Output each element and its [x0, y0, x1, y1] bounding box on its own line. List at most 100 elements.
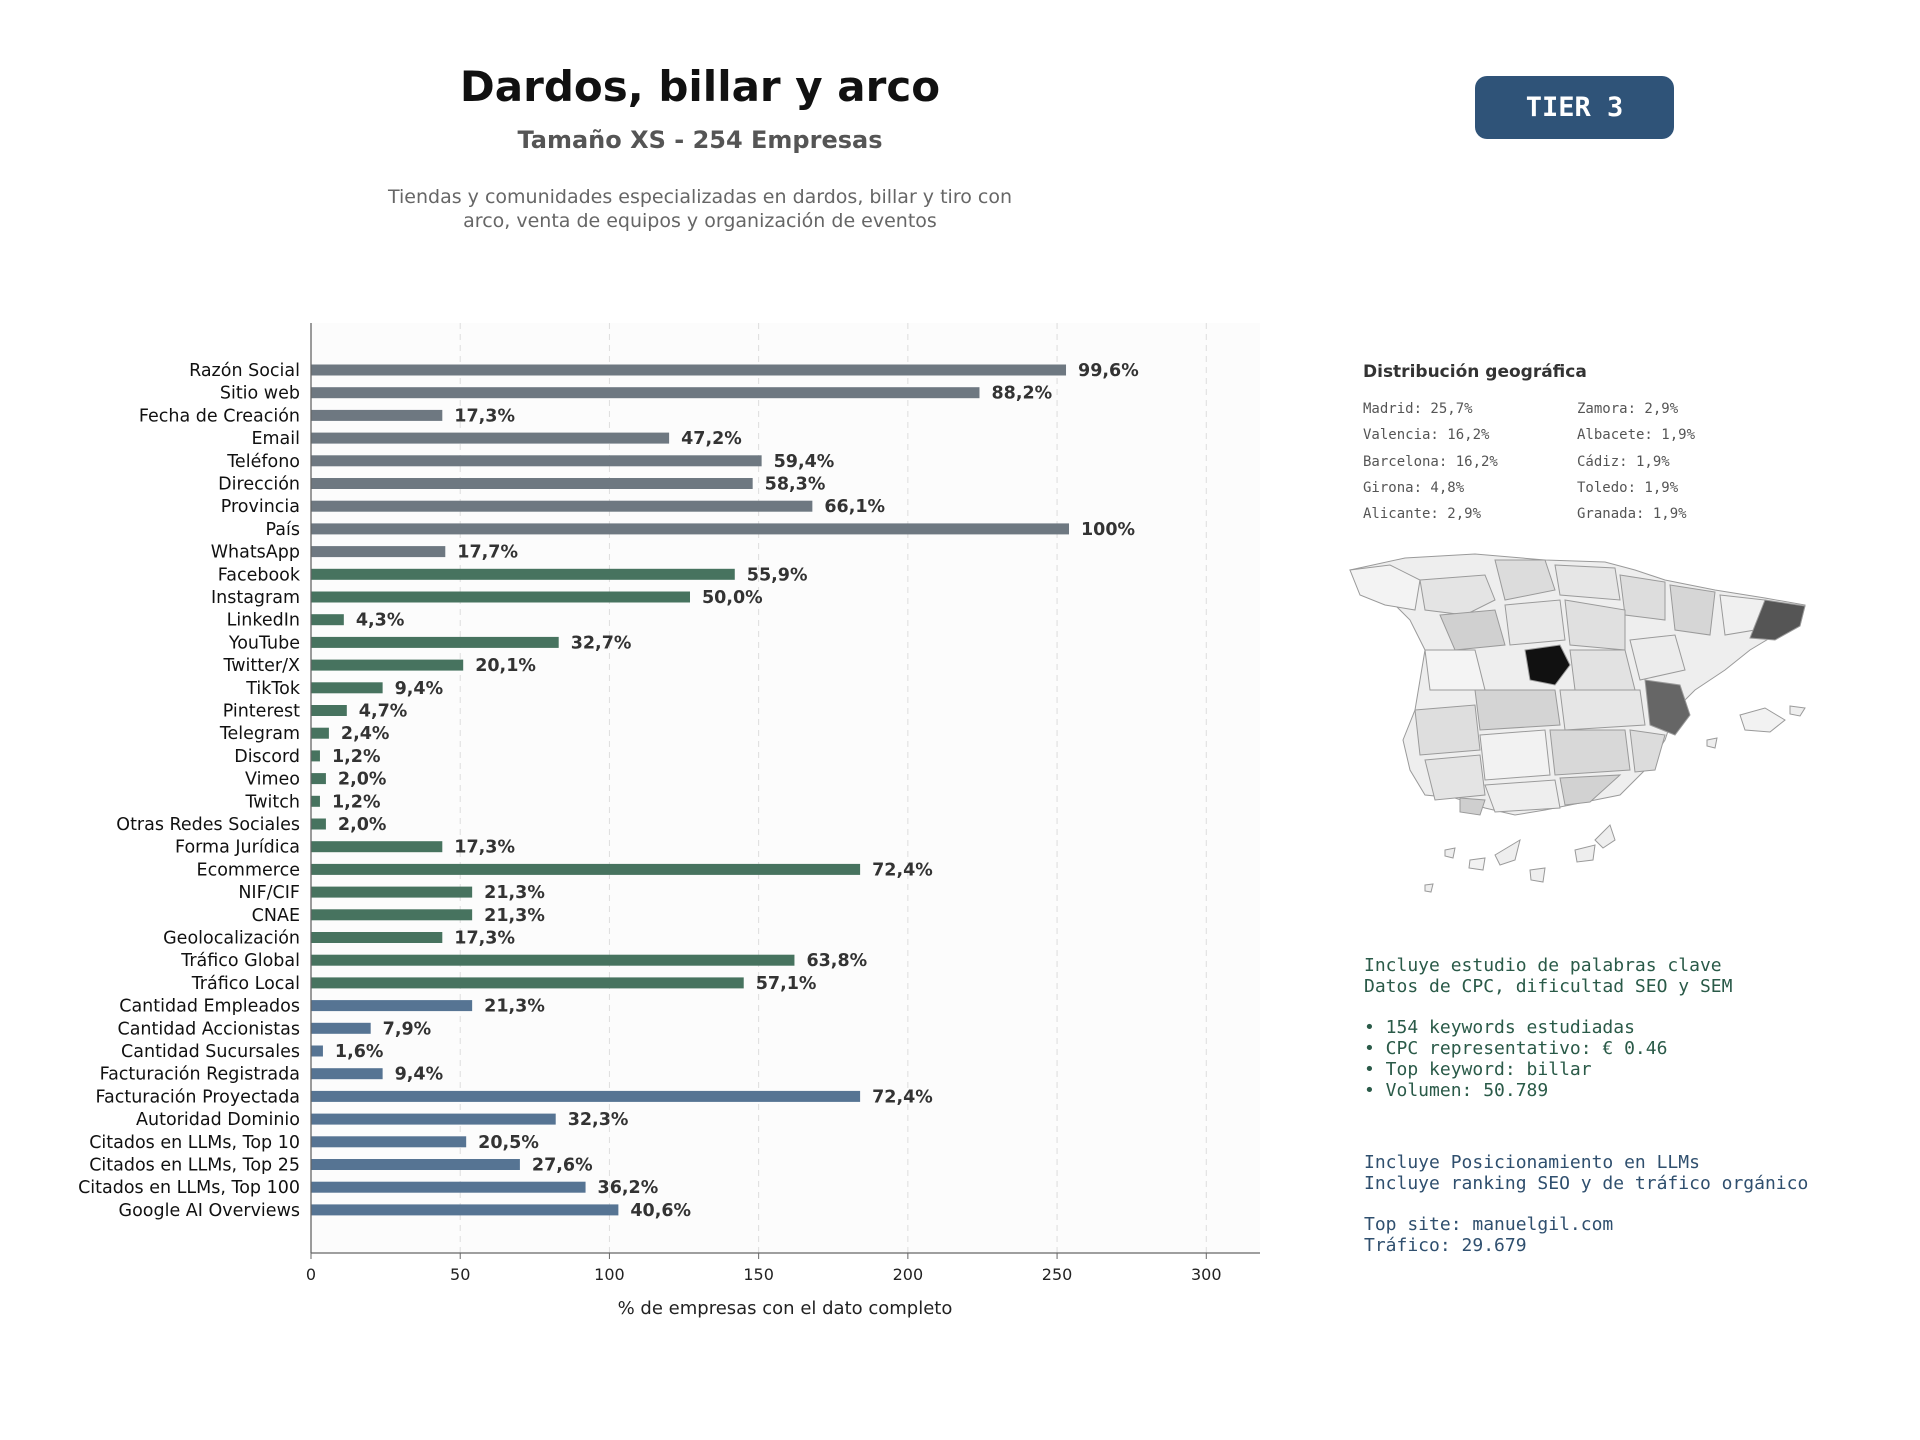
description-line-1: Tiendas y comunidades especializadas en …	[387, 186, 1012, 208]
category-label: Cantidad Empleados	[119, 997, 300, 1017]
bar	[311, 636, 559, 648]
category-label: Facturación Registrada	[100, 1065, 300, 1085]
bar	[311, 1181, 586, 1193]
value-label: 55,9%	[747, 565, 808, 585]
value-label: 99,6%	[1078, 361, 1139, 381]
value-label: 2,0%	[338, 815, 387, 835]
value-label: 27,6%	[532, 1156, 593, 1176]
bar	[311, 886, 473, 898]
value-label: 58,3%	[765, 475, 826, 495]
bar	[311, 409, 443, 421]
category-label: Citados en LLMs, Top 10	[89, 1133, 300, 1153]
description-line-2: arco, venta de equipos y organización de…	[463, 210, 937, 232]
category-label: Facturación Proyectada	[96, 1087, 300, 1107]
bar	[311, 478, 753, 489]
category-label: TikTok	[245, 679, 301, 699]
category-label: Otras Redes Sociales	[116, 815, 300, 835]
category-label: LinkedIn	[227, 611, 300, 631]
category-label: Citados en LLMs, Top 100	[78, 1178, 300, 1198]
value-label: 32,7%	[571, 633, 632, 653]
x-tick-label: 200	[893, 1265, 924, 1284]
category-label: Citados en LLMs, Top 25	[89, 1156, 300, 1176]
bar	[311, 1113, 556, 1125]
seo-bullet: • CPC representativo: € 0.46	[1364, 1038, 1668, 1059]
category-label: Sitio web	[220, 384, 300, 404]
geo-item: Cádiz: 1,9%	[1577, 454, 1670, 470]
category-label: Ecommerce	[197, 860, 300, 880]
category-label: WhatsApp	[211, 543, 300, 563]
bar	[311, 1068, 383, 1080]
geo-item: Granada: 1,9%	[1577, 506, 1687, 522]
value-label: 1,2%	[332, 792, 381, 812]
bar	[311, 750, 320, 762]
bars-group	[311, 364, 1070, 1216]
bar	[311, 1000, 473, 1012]
category-label: Forma Jurídica	[175, 838, 300, 858]
bar	[311, 795, 320, 807]
category-label: Fecha de Creación	[139, 406, 300, 426]
value-label: 63,8%	[806, 951, 867, 971]
category-label: YouTube	[228, 633, 300, 653]
x-tick-label: 300	[1191, 1265, 1222, 1284]
category-label: Dirección	[218, 475, 300, 495]
spain-map-icon	[1349, 553, 1806, 893]
category-label: Email	[251, 429, 300, 449]
category-label: Facebook	[218, 565, 301, 585]
value-label: 66,1%	[824, 497, 885, 517]
category-label: Razón Social	[189, 361, 300, 381]
seo-bullet: • Top keyword: billar	[1364, 1059, 1592, 1080]
value-label: 36,2%	[598, 1178, 659, 1198]
bar	[311, 387, 980, 399]
tier-badge: TIER 3	[1475, 76, 1674, 139]
x-tick-label: 100	[594, 1265, 625, 1284]
geo-item: Albacete: 1,9%	[1577, 427, 1696, 443]
bar	[311, 1204, 619, 1216]
category-label: País	[266, 520, 300, 540]
value-label: 100%	[1081, 520, 1135, 540]
page-title: Dardos, billar y arco	[459, 62, 941, 111]
category-label: Discord	[234, 747, 300, 767]
bar	[311, 591, 691, 603]
value-label: 17,3%	[454, 406, 515, 426]
bar	[311, 977, 744, 989]
category-label: Instagram	[211, 588, 300, 608]
bar	[311, 432, 670, 444]
category-label: NIF/CIF	[238, 883, 300, 903]
x-tick-label: 250	[1042, 1265, 1073, 1284]
value-label: 1,2%	[332, 747, 381, 767]
bar	[311, 523, 1070, 535]
x-axis-label: % de empresas con el dato completo	[618, 1298, 953, 1319]
geo-item: Toledo: 1,9%	[1577, 480, 1679, 496]
value-label: 21,3%	[484, 883, 545, 903]
bar	[311, 659, 464, 671]
value-label: 21,3%	[484, 997, 545, 1017]
category-label: Tráfico Local	[191, 974, 300, 994]
category-label: Geolocalización	[163, 929, 300, 949]
value-label: 50,0%	[702, 588, 763, 608]
bar	[311, 1022, 371, 1034]
bar	[311, 705, 347, 716]
bar	[311, 727, 329, 739]
category-label: Tráfico Global	[180, 951, 300, 971]
bar	[311, 1090, 861, 1102]
value-label: 21,3%	[484, 906, 545, 926]
value-label: 32,3%	[568, 1110, 629, 1130]
value-label: 57,1%	[756, 974, 817, 994]
bar	[311, 546, 446, 558]
category-label: Cantidad Sucursales	[121, 1042, 300, 1062]
llm-traffic: Tráfico: 29.679	[1364, 1235, 1527, 1256]
category-label: Twitter/X	[222, 656, 300, 676]
value-label: 72,4%	[872, 1087, 933, 1107]
bar	[311, 1136, 467, 1148]
bar	[311, 455, 762, 467]
value-label: 9,4%	[395, 679, 444, 699]
seo-line-2: Datos de CPC, dificultad SEO y SEM	[1364, 976, 1733, 997]
bar	[311, 818, 326, 830]
llm-line-2: Incluye ranking SEO y de tráfico orgánic…	[1364, 1173, 1809, 1194]
value-label: 47,2%	[681, 429, 742, 449]
seo-bullet: • Volumen: 50.789	[1364, 1080, 1549, 1101]
value-label: 9,4%	[395, 1065, 444, 1085]
bar	[311, 932, 443, 943]
